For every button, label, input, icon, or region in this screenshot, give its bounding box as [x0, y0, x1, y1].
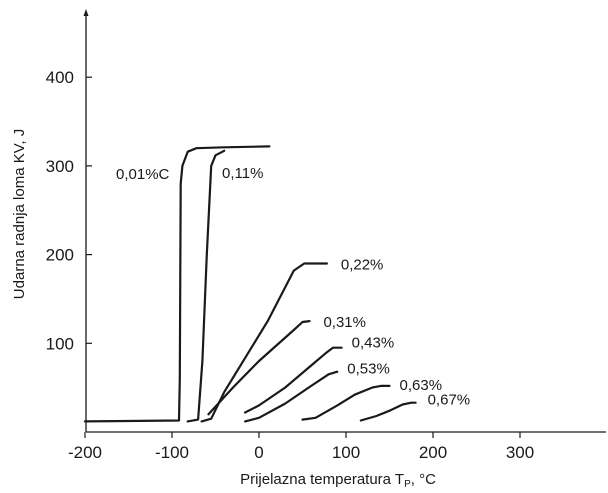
x-axis-title-subscript: P — [404, 479, 411, 490]
y-tick-label: 300 — [46, 157, 74, 176]
x-axis-title: Prijelazna temperatura TP, °C — [240, 471, 436, 490]
series-line — [244, 346, 343, 414]
x-tick-label: 300 — [506, 443, 534, 462]
curve-labels: 0,01%C 0,11% 0,22% 0,31% 0,43% 0,53% 0,63%0,67… — [116, 165, 470, 409]
y-axis-arrow — [83, 9, 89, 16]
y-tick-label: 100 — [46, 334, 74, 353]
x-tick-label: 200 — [419, 443, 447, 462]
y-tick-label: 200 — [46, 246, 74, 265]
y-axis-title: Udarna radnja loma KV, J — [11, 129, 28, 299]
x-axis-title-main: Prijelazna temperatura T — [240, 471, 404, 488]
series-label: 0,31% — [323, 314, 366, 331]
series-line — [359, 401, 417, 422]
curves — [83, 145, 417, 423]
series-label: 0,22% — [341, 256, 384, 273]
series-line — [200, 262, 328, 423]
series-label: 0,43% — [352, 335, 395, 352]
x-tick-label: -200 — [68, 443, 102, 462]
series-label: 0,53% — [347, 361, 390, 378]
series-line — [301, 384, 391, 421]
x-tick-label: -100 — [155, 443, 189, 462]
x-axis-title-unit: , °C — [411, 471, 436, 488]
series-label: 0,01%C — [116, 166, 170, 183]
series-label: 0,63% — [400, 377, 443, 394]
axes — [83, 9, 606, 433]
series-line — [83, 145, 271, 423]
x-tick-label: 0 — [254, 443, 263, 462]
series-line — [186, 149, 226, 423]
series-line — [244, 370, 339, 423]
series-line — [207, 320, 311, 416]
y-tick-label: 400 — [46, 68, 74, 87]
x-tick-label: 100 — [332, 443, 360, 462]
series-label: 0,67% — [428, 392, 471, 409]
series-label: 0,11% — [222, 165, 263, 182]
ticks: -200 -100 0 100 200 300 100 200 300 400 — [46, 68, 535, 462]
